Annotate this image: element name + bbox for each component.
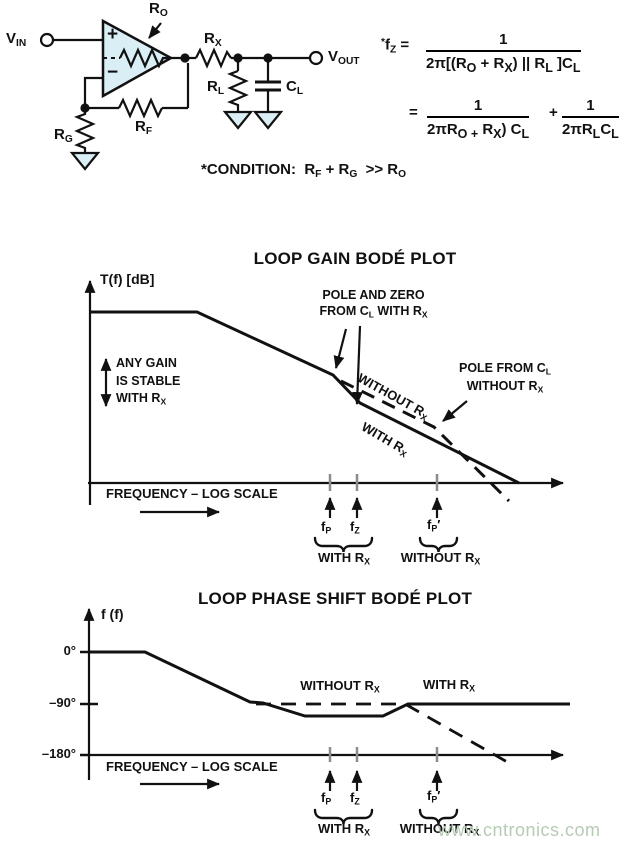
- gain-plot-title: LOOP GAIN BODÉ PLOT: [253, 249, 457, 268]
- annotation-line: POLE FROM CL: [458, 361, 551, 377]
- capacitor-cl: [255, 80, 281, 92]
- phase-group-with-rx-label: WITH RX: [317, 821, 371, 838]
- vin-label: VIN: [6, 30, 27, 50]
- fraction-numerator: 1: [426, 31, 581, 52]
- node-dot: [233, 53, 243, 63]
- fz-formula-fraction-2: 1 2πRO + RX) CL: [427, 97, 530, 141]
- resistor-ro-internal: [119, 47, 171, 69]
- node-dot: [180, 53, 190, 63]
- phase-curve-label-without-rx: WITHOUT RX: [300, 678, 380, 695]
- phase-brace-without-rx: [418, 808, 459, 825]
- phase-plot-title: LOOP PHASE SHIFT BODÉ PLOT: [197, 589, 473, 608]
- gain-pole-annotation: POLE FROM CL WITHOUT RX: [441, 360, 569, 395]
- gain-brace-without-rx: [418, 536, 459, 553]
- node-dot: [263, 53, 273, 63]
- fraction-numerator: 1: [427, 97, 530, 118]
- gain-curve-without-rx: [340, 379, 511, 503]
- annotation-line: POLE AND ZERO: [322, 288, 425, 302]
- phase-tick-minus180-label: –180°: [41, 746, 76, 761]
- gain-x-axis-label: FREQUENCY – LOG SCALE: [106, 486, 278, 501]
- phase-plot-linework: [80, 607, 570, 825]
- fraction-numerator: 1: [562, 97, 619, 118]
- gain-brace-with-rx: [313, 536, 374, 553]
- rx-label: RX: [204, 30, 222, 50]
- phase-freq-ticks: [328, 747, 439, 762]
- gain-stability-annotation: ANY GAIN IS STABLE WITH RX: [116, 355, 180, 408]
- ro-label: RO: [149, 0, 168, 20]
- resistor-rf: [118, 97, 163, 119]
- rl-label: RL: [207, 78, 225, 98]
- rg-label: RG: [54, 126, 73, 146]
- circuit-schematic: [39, 18, 324, 171]
- fz-formula-fraction-1: 1 2π[(RO + RX) || RL ]CL: [426, 31, 581, 75]
- ground-symbol: [69, 151, 101, 171]
- resistor-rx: [195, 47, 232, 69]
- phase-y-axis-label: f (f): [101, 606, 124, 622]
- phase-brace-with-rx: [313, 808, 374, 825]
- gain-pole2-annot-arrow: [442, 400, 468, 422]
- node-dot: [80, 103, 90, 113]
- fraction-denominator: 2π[(RO + RX) || RL ]CL: [426, 55, 581, 75]
- fraction-denominator: 2πRLCL: [562, 121, 619, 141]
- gain-group-without-rx-label: WITHOUT RX: [400, 550, 481, 567]
- gain-curve-with-rx: [90, 310, 520, 485]
- ground-symbol: [222, 110, 254, 130]
- opamp-minus-input-label: −: [107, 62, 119, 83]
- gain-freq-ticks: [328, 474, 439, 491]
- gain-fp-prime-label: fP′: [427, 517, 441, 534]
- vout-terminal: [308, 50, 324, 66]
- fz-formula-fraction-3: 1 2πRLCL: [562, 97, 619, 141]
- rf-label: RF: [135, 118, 153, 138]
- annotation-line: IS STABLE: [116, 373, 181, 388]
- gain-pole-annot-arrow: [333, 328, 348, 370]
- vout-label: VOUT: [328, 48, 360, 68]
- cl-label: CL: [286, 78, 304, 98]
- gain-y-axis-label: T(f) [dB]: [100, 271, 155, 287]
- phase-curve-label-with-rx: WITH RX: [422, 677, 476, 694]
- phase-fp-prime-label: fP′: [427, 788, 441, 805]
- phase-tick-minus90-label: –90°: [49, 695, 76, 710]
- annotation-line: WITH RX: [116, 391, 167, 407]
- gain-plot-linework: [84, 279, 565, 553]
- fz-formula-equals-2: =: [409, 104, 418, 121]
- gain-zero-annot-arrow: [352, 325, 363, 406]
- annotation-line: FROM CL WITH RX: [319, 304, 428, 320]
- phase-tick-0-label: 0°: [63, 643, 76, 658]
- phase-fz-label: fZ: [350, 790, 360, 807]
- fz-formula-lhs: *fZ =: [381, 36, 410, 56]
- phase-curve-with-rx: [89, 650, 570, 718]
- circuit-wires: [53, 38, 310, 112]
- vin-terminal: [39, 32, 55, 48]
- phase-fp-label: fP: [321, 790, 332, 807]
- opamp-plus-input-label: +: [107, 24, 119, 45]
- gain-fz-label: fZ: [350, 519, 360, 536]
- ground-symbol: [252, 110, 284, 130]
- resistor-rl: [227, 69, 249, 112]
- annotation-line: ANY GAIN: [116, 356, 177, 370]
- annotation-line: WITHOUT RX: [466, 378, 544, 395]
- fraction-denominator: 2πRO + RX) CL: [427, 121, 530, 141]
- phase-x-axis-label: FREQUENCY – LOG SCALE: [106, 759, 278, 774]
- gain-fp-label: fP: [321, 519, 332, 536]
- condition-note: *CONDITION: RF + RG >> RO: [201, 161, 407, 181]
- watermark-text: www.cntronics.com: [438, 820, 601, 840]
- phase-group-without-rx-label: WITHOUT RX: [399, 821, 480, 838]
- ro-pointer-arrow: [148, 22, 162, 39]
- gain-group-with-rx-label: WITH RX: [317, 550, 371, 567]
- phase-curve-without-rx: [256, 702, 510, 765]
- gain-pole-zero-annotation: POLE AND ZERO FROM CL WITH RX: [296, 287, 451, 321]
- fz-formula-plus: +: [549, 104, 558, 121]
- resistor-rg: [74, 108, 96, 153]
